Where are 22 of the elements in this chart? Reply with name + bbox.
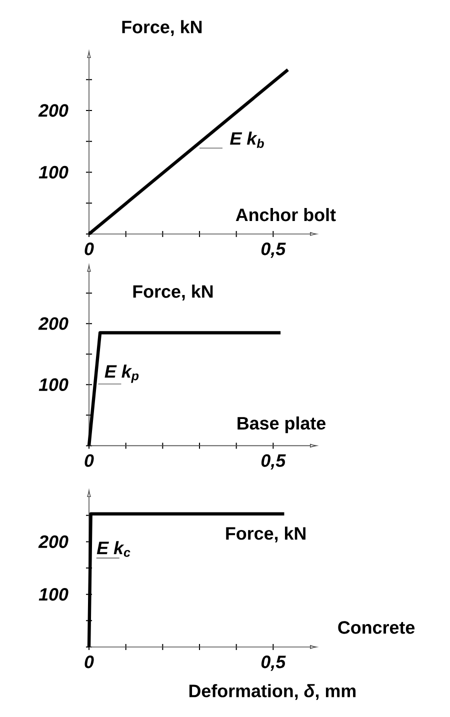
y-axis-title: Force, kN (226, 526, 306, 542)
annotation: Anchor bolt (236, 208, 336, 222)
x-tick-label: 0 (84, 242, 94, 256)
annotation: Base plate (238, 416, 326, 434)
y-tick-label: 100 (38, 588, 68, 601)
y-axis-title: Force, kN (122, 20, 202, 36)
text: Concrete (338, 621, 415, 634)
x-axis-title: Deformation, δ, mm (189, 684, 356, 700)
x-tick-label: 0 (84, 656, 94, 668)
y-tick-label: 100 (38, 166, 68, 179)
y-axis-title: Force, kN (133, 284, 213, 300)
annotation: E k$_{b}$ (230, 132, 264, 148)
y-tick-label: 200 (38, 317, 68, 330)
y-tick-label: 100 (38, 378, 68, 391)
annotation: E k$_{p}$ (104, 364, 139, 383)
annotation: E k$_{c}$ (96, 541, 130, 557)
y-tick-label: 200 (38, 535, 68, 548)
y-tick-label: 200 (38, 104, 68, 117)
x-tick-label: 0,5 (261, 656, 286, 671)
x-tick-label: 0 (84, 454, 94, 467)
x-tick-label: 0,5 (261, 242, 286, 258)
x-tick-label: 0,5 (261, 454, 286, 470)
